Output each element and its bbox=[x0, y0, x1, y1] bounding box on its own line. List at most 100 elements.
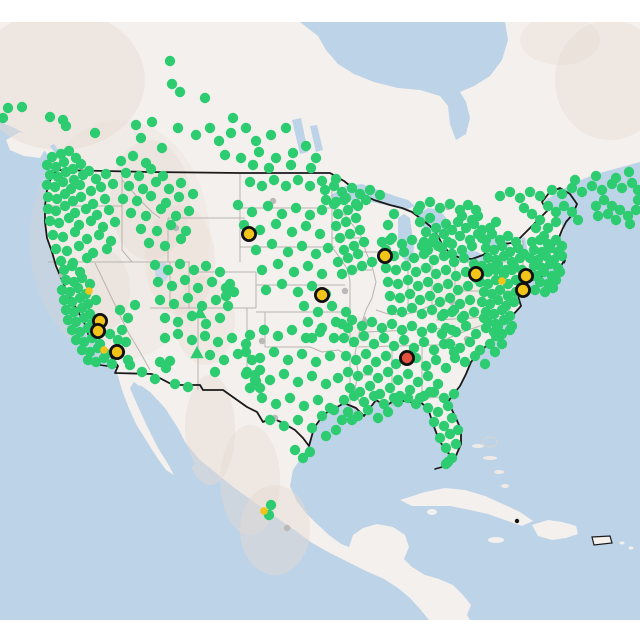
status-marker-green[interactable] bbox=[320, 378, 332, 390]
status-marker-green[interactable] bbox=[146, 116, 158, 128]
status-marker-green[interactable] bbox=[534, 276, 546, 288]
status-marker-green[interactable] bbox=[270, 218, 282, 230]
marker-layer[interactable] bbox=[0, 55, 640, 532]
status-marker-green[interactable] bbox=[58, 264, 70, 276]
status-marker-green[interactable] bbox=[498, 250, 510, 262]
status-marker-green[interactable] bbox=[16, 101, 28, 113]
status-marker-green[interactable] bbox=[288, 266, 300, 278]
status-marker-green[interactable] bbox=[542, 200, 554, 212]
status-marker-green[interactable] bbox=[530, 222, 542, 234]
status-marker-green[interactable] bbox=[380, 262, 392, 274]
status-marker-green[interactable] bbox=[480, 322, 492, 334]
status-marker-green[interactable] bbox=[265, 499, 277, 511]
status-marker-green[interactable] bbox=[534, 190, 546, 202]
status-marker-green[interactable] bbox=[550, 274, 562, 286]
status-marker-green[interactable] bbox=[114, 304, 126, 316]
status-marker-green[interactable] bbox=[396, 238, 408, 250]
status-marker-green[interactable] bbox=[364, 380, 376, 392]
status-marker-green[interactable] bbox=[372, 372, 384, 384]
status-marker-green[interactable] bbox=[156, 142, 168, 154]
status-marker-green[interactable] bbox=[149, 259, 161, 271]
status-marker-green[interactable] bbox=[56, 284, 68, 296]
status-marker-green[interactable] bbox=[356, 260, 368, 272]
status-marker-green[interactable] bbox=[489, 346, 501, 358]
status-marker-green[interactable] bbox=[63, 145, 75, 157]
status-marker-green[interactable] bbox=[130, 119, 142, 131]
status-marker-green[interactable] bbox=[382, 366, 394, 378]
status-marker-green[interactable] bbox=[254, 352, 266, 364]
status-marker-green[interactable] bbox=[382, 406, 394, 418]
status-marker-green[interactable] bbox=[182, 292, 194, 304]
status-marker-green[interactable] bbox=[75, 158, 87, 170]
status-marker-green[interactable] bbox=[276, 278, 288, 290]
status-marker-green[interactable] bbox=[464, 336, 476, 348]
status-marker-green[interactable] bbox=[209, 366, 221, 378]
status-marker-green[interactable] bbox=[336, 414, 348, 426]
status-marker-green[interactable] bbox=[346, 264, 358, 276]
status-marker-green[interactable] bbox=[538, 266, 550, 278]
status-marker-green[interactable] bbox=[186, 334, 198, 346]
status-marker-green[interactable] bbox=[149, 373, 161, 385]
status-marker-green[interactable] bbox=[416, 308, 428, 320]
status-marker-green[interactable] bbox=[112, 334, 124, 346]
status-marker-green[interactable] bbox=[67, 195, 79, 207]
status-marker-green[interactable] bbox=[50, 161, 62, 173]
status-marker-green[interactable] bbox=[446, 248, 458, 260]
status-marker-green[interactable] bbox=[438, 308, 450, 320]
status-marker-green[interactable] bbox=[406, 320, 418, 332]
status-marker-green[interactable] bbox=[240, 346, 252, 358]
status-marker-green[interactable] bbox=[282, 246, 294, 258]
status-marker-green[interactable] bbox=[104, 328, 116, 340]
status-marker-green[interactable] bbox=[74, 179, 86, 191]
status-marker-green[interactable] bbox=[192, 282, 204, 294]
status-marker-green[interactable] bbox=[330, 173, 342, 185]
status-marker-green[interactable] bbox=[213, 135, 225, 147]
status-marker-green[interactable] bbox=[480, 242, 492, 254]
status-marker-green[interactable] bbox=[432, 240, 444, 252]
status-marker-green[interactable] bbox=[290, 202, 302, 214]
status-marker-green[interactable] bbox=[550, 206, 562, 218]
status-marker-green[interactable] bbox=[319, 184, 331, 196]
status-marker-green[interactable] bbox=[163, 183, 175, 195]
status-marker-green[interactable] bbox=[394, 292, 406, 304]
status-marker-green[interactable] bbox=[496, 338, 508, 350]
status-marker-green[interactable] bbox=[81, 233, 93, 245]
status-marker-green[interactable] bbox=[464, 294, 476, 306]
status-marker-green[interactable] bbox=[46, 151, 58, 163]
status-marker-green[interactable] bbox=[322, 242, 334, 254]
status-marker-green-triangle[interactable] bbox=[190, 346, 204, 359]
status-marker-green[interactable] bbox=[302, 260, 314, 272]
status-marker-green[interactable] bbox=[300, 220, 312, 232]
status-marker-green[interactable] bbox=[494, 284, 506, 296]
status-marker-green[interactable] bbox=[438, 392, 450, 404]
status-marker-green[interactable] bbox=[434, 296, 446, 308]
status-marker-green[interactable] bbox=[352, 248, 364, 260]
status-marker-green[interactable] bbox=[378, 398, 390, 410]
status-marker-green[interactable] bbox=[422, 402, 434, 414]
status-marker-green[interactable] bbox=[298, 400, 310, 412]
status-marker-green[interactable] bbox=[430, 222, 442, 234]
status-marker-green[interactable] bbox=[260, 284, 272, 296]
status-marker-green[interactable] bbox=[358, 396, 370, 408]
status-marker-green[interactable] bbox=[458, 310, 470, 322]
status-marker-green[interactable] bbox=[68, 306, 80, 318]
status-marker-green[interactable] bbox=[378, 332, 390, 344]
status-marker-green[interactable] bbox=[304, 180, 316, 192]
status-marker-green[interactable] bbox=[137, 183, 149, 195]
status-marker-green[interactable] bbox=[490, 216, 502, 228]
status-marker-green[interactable] bbox=[159, 332, 171, 344]
status-marker-green[interactable] bbox=[623, 166, 635, 178]
status-marker-green[interactable] bbox=[44, 169, 56, 181]
status-marker-green[interactable] bbox=[320, 194, 332, 206]
status-marker-green[interactable] bbox=[168, 298, 180, 310]
status-marker-green[interactable] bbox=[116, 324, 128, 336]
status-marker-green[interactable] bbox=[172, 122, 184, 134]
status-marker-green[interactable] bbox=[386, 304, 398, 316]
status-marker-green[interactable] bbox=[456, 244, 468, 256]
status-marker-green[interactable] bbox=[145, 163, 157, 175]
status-marker-green[interactable] bbox=[172, 316, 184, 328]
status-marker-green[interactable] bbox=[186, 310, 198, 322]
status-marker-green[interactable] bbox=[286, 324, 298, 336]
status-marker-green[interactable] bbox=[428, 386, 440, 398]
status-marker-green[interactable] bbox=[165, 219, 177, 231]
